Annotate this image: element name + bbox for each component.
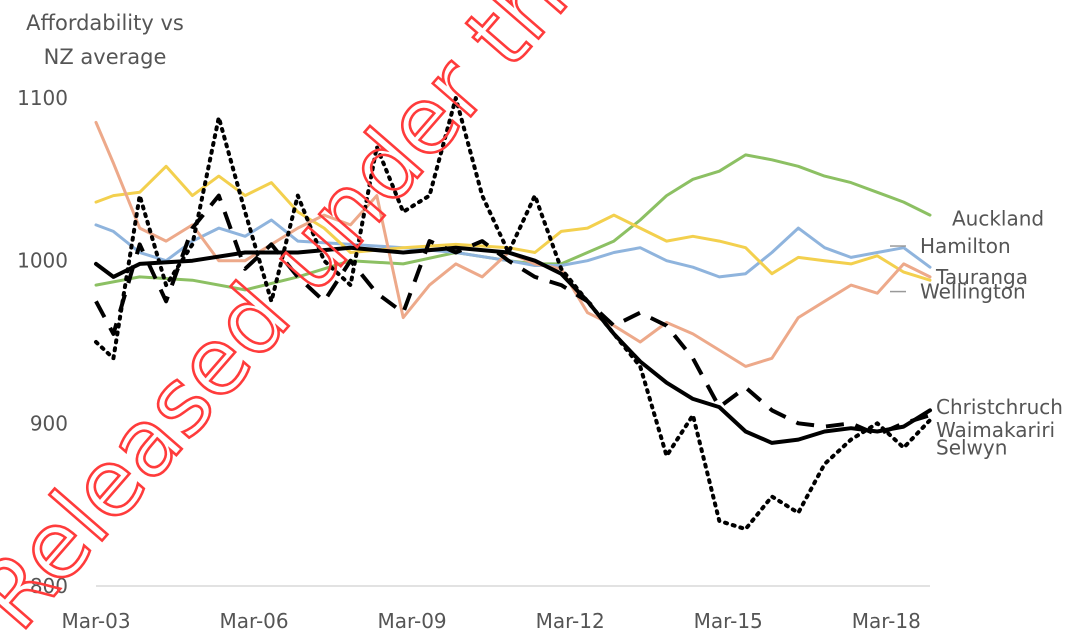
y-tick-label: 800 — [30, 574, 68, 598]
y-axis-title: Affordability vs NZ average — [26, 11, 184, 69]
x-tick-label: Mar-12 — [536, 609, 605, 633]
x-tick-label: Mar-03 — [61, 609, 130, 633]
series-label-hamilton: Hamilton — [920, 234, 1011, 258]
y-tick-label: 1000 — [17, 249, 68, 273]
y-axis-title-line-1: Affordability vs — [26, 11, 184, 35]
series-label-tauranga: Tauranga — [935, 265, 1028, 289]
series-line-auckland — [94, 153, 932, 292]
x-tick-label: Mar-09 — [378, 609, 447, 633]
series-label-wellington: Wellington — [920, 280, 1026, 304]
x-tick-label: Mar-18 — [852, 609, 921, 633]
y-axis-ticks: 800 900 1000 1100 — [17, 86, 68, 598]
x-tick-label: Mar-15 — [694, 609, 763, 633]
series-label-waimakariri: Waimakariri — [936, 418, 1055, 442]
series-line-tauranga — [94, 164, 932, 282]
series-label-selwyn: Selwyn — [936, 436, 1007, 460]
x-tick-label: Mar-06 — [219, 609, 288, 633]
y-tick-label: 900 — [30, 411, 68, 435]
series-label-christchruch: Christchruch — [936, 395, 1063, 419]
y-tick-label: 1100 — [17, 86, 68, 110]
series-lines — [94, 96, 932, 532]
y-axis-title-line-2: NZ average — [44, 45, 167, 69]
series-line-waimakariri — [94, 193, 931, 437]
x-axis-ticks: Mar-03 Mar-06 Mar-09 Mar-12 Mar-15 Mar-18 — [61, 609, 920, 633]
series-label-auckland: Auckland — [952, 206, 1044, 230]
